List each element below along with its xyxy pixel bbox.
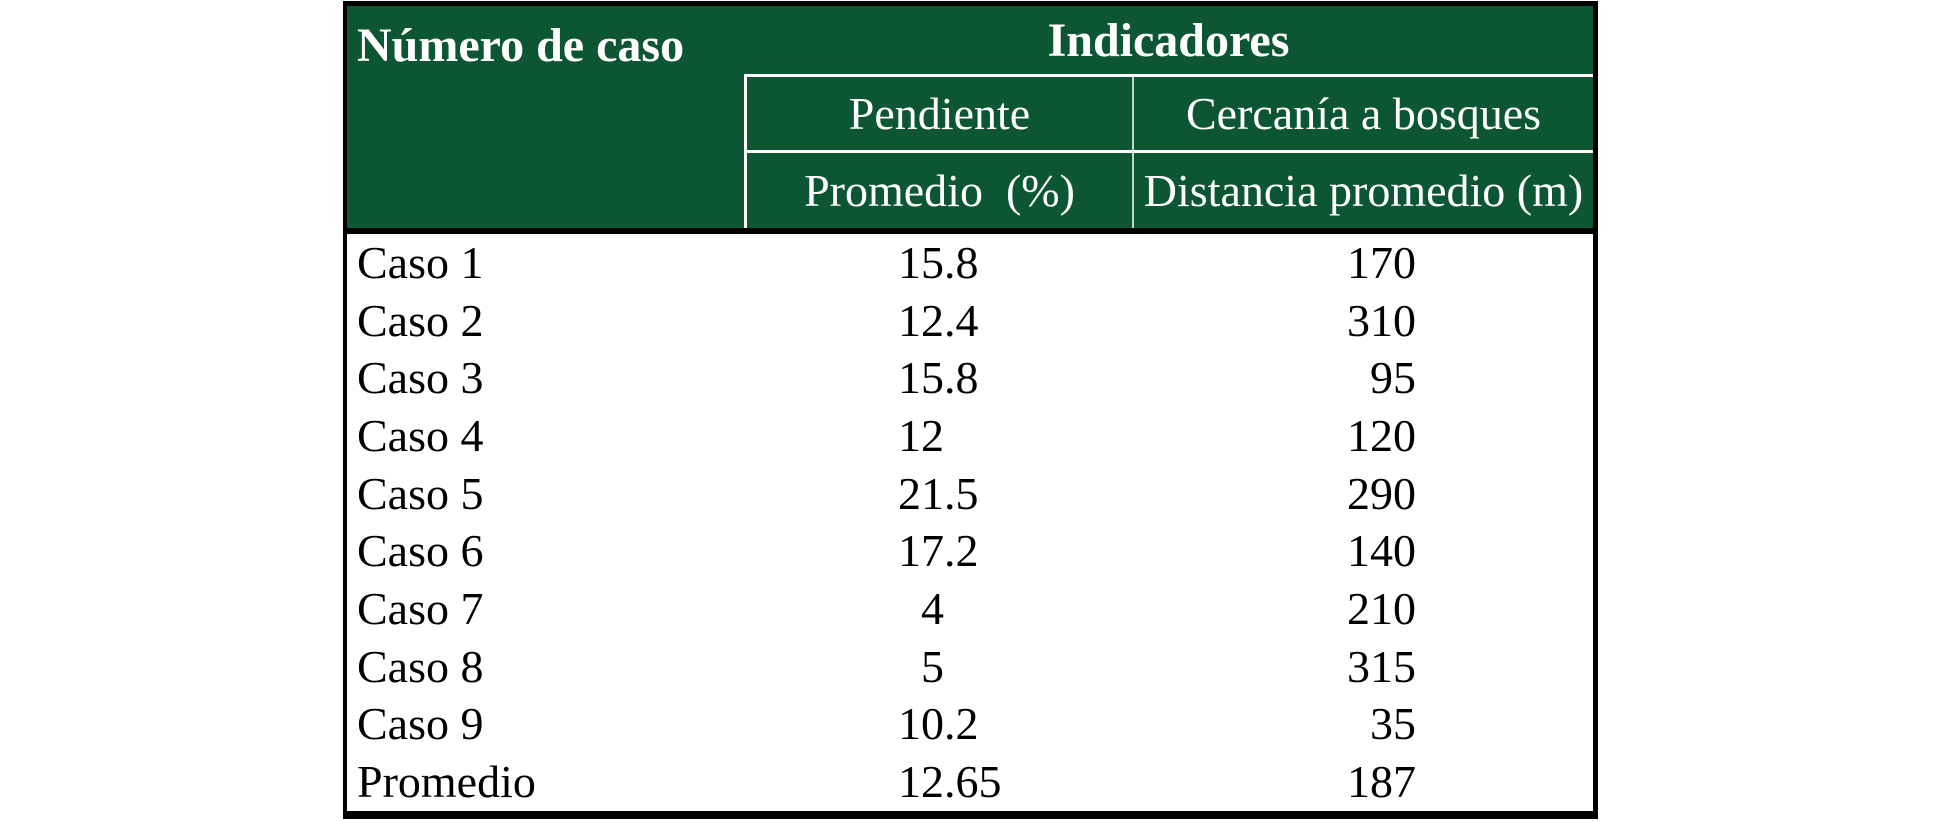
distancia-value: 120 <box>1347 409 1416 461</box>
promedio-pct-header: Promedio (%) <box>804 164 1075 216</box>
pendiente-integer-part: 12 <box>898 294 944 346</box>
pendiente-fraction-part: .8 <box>944 236 979 288</box>
table-header: Número de caso Indicadores Pendiente Cer… <box>347 6 1593 234</box>
case-label: Caso 9 <box>357 698 484 750</box>
table-row: Caso 6 17.2 140 <box>347 523 1593 581</box>
pendiente-integer-part: 15 <box>898 352 944 404</box>
pendiente-value: 12.65 <box>744 759 1132 805</box>
table-body: Caso 1 15.8 170 Caso 2 12.4 310 Caso 3 15.8 95 Ca… <box>347 234 1593 811</box>
table-row: Caso 7 4 210 <box>347 580 1593 638</box>
case-column-header: Número de caso <box>357 19 685 72</box>
pendiente-value: 12.4 <box>744 294 1132 346</box>
case-label: Caso 8 <box>357 640 484 692</box>
distancia-value: 35 <box>1370 698 1416 750</box>
pendiente-integer-part: 4 <box>921 583 944 635</box>
pendiente-fraction-part: .65 <box>944 756 1002 808</box>
pendiente-integer-part: 12 <box>898 756 944 808</box>
case-label: Caso 1 <box>357 236 484 288</box>
pendiente-value: 5 <box>744 640 1132 692</box>
case-label: Caso 3 <box>357 352 484 404</box>
distancia-value: 187 <box>1347 756 1416 808</box>
pendiente-value: 21.5 <box>744 467 1132 519</box>
distancia-value: 310 <box>1347 294 1416 346</box>
pendiente-integer-part: 21 <box>898 467 944 519</box>
pendiente-value: 12 <box>744 409 1132 461</box>
indicators-group-header: Indicadores <box>1047 13 1290 67</box>
distancia-value: 210 <box>1347 583 1416 635</box>
pendiente-fraction-part: .5 <box>944 467 979 519</box>
pendiente-value: 15.8 <box>744 236 1132 288</box>
table-row: Promedio 12.65 187 <box>347 753 1593 811</box>
case-label: Caso 7 <box>357 583 484 635</box>
distancia-value: 290 <box>1347 467 1416 519</box>
pendiente-fraction-part: .8 <box>944 352 979 404</box>
pendiente-fraction-part: .4 <box>944 294 979 346</box>
pendiente-value: 17.2 <box>744 528 1132 574</box>
table-row: Caso 8 5 315 <box>347 638 1593 696</box>
indicators-table: Número de caso Indicadores Pendiente Cer… <box>343 1 1598 819</box>
subheader-grid: Pendiente Cercanía a bosques Promedio (%… <box>744 74 1593 228</box>
case-label: Caso 6 <box>357 525 484 577</box>
pendiente-value: 4 <box>744 586 1132 632</box>
distancia-value: 95 <box>1370 352 1416 404</box>
distancia-value: 170 <box>1347 236 1416 288</box>
table-row: Caso 2 12.4 310 <box>347 292 1593 350</box>
table-row: Caso 1 15.8 170 <box>347 234 1593 292</box>
table-row: Caso 3 15.8 95 <box>347 349 1593 407</box>
pendiente-integer-part: 10 <box>898 698 944 750</box>
case-label: Caso 4 <box>357 409 484 461</box>
case-label: Promedio <box>357 756 536 808</box>
pendiente-integer-part: 5 <box>921 640 944 692</box>
pendiente-fraction-part: .2 <box>944 525 979 577</box>
pendiente-fraction-part: .2 <box>944 698 979 750</box>
table-row: Caso 4 12 120 <box>347 407 1593 465</box>
table-row: Caso 9 10.2 35 <box>347 696 1593 754</box>
case-label: Caso 2 <box>357 294 484 346</box>
pendiente-integer-part: 15 <box>898 236 944 288</box>
pendiente-header: Pendiente <box>747 77 1132 153</box>
pendiente-value: 10.2 <box>744 701 1132 747</box>
table-row: Caso 5 21.5 290 <box>347 465 1593 523</box>
pendiente-integer-part: 12 <box>898 409 944 461</box>
case-label: Caso 5 <box>357 467 484 519</box>
indicators-group: Indicadores Pendiente Cercanía a bosques… <box>744 6 1593 228</box>
distancia-value: 315 <box>1347 640 1416 692</box>
pendiente-value: 15.8 <box>744 355 1132 401</box>
pendiente-integer-part: 17 <box>898 525 944 577</box>
cercania-header: Cercanía a bosques <box>1132 77 1593 153</box>
distancia-header: Distancia promedio (m) <box>1132 152 1593 228</box>
distancia-value: 140 <box>1347 525 1416 577</box>
